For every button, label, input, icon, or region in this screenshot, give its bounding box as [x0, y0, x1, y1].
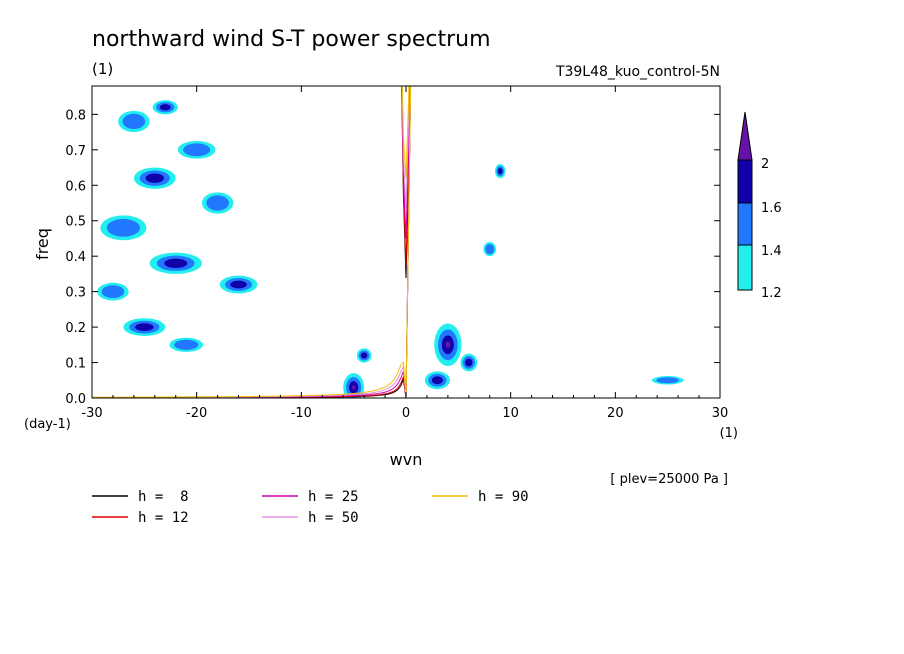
- legend: h = 8 h = 12 h = 25 h = 50 h = 90: [92, 489, 529, 526]
- shade-region-12-level-2: [360, 352, 368, 359]
- chart-title: northward wind S-T power spectrum: [92, 27, 491, 52]
- legend-label-h90: h = 90: [478, 489, 529, 505]
- subtitle-left: (1): [92, 60, 113, 78]
- colorbar-label-0: 1.2: [761, 286, 782, 301]
- legend-label-h8: h = 8: [138, 489, 189, 505]
- ig-curve-h12: [401, 86, 411, 266]
- shade-region-7-level-1: [174, 339, 199, 350]
- x-tick-label-6: 30: [712, 406, 729, 421]
- y-tick-label-8: 0.8: [65, 108, 86, 123]
- x-tick-label-0: -30: [81, 406, 102, 421]
- plev-note: [ plev=25000 Pa ]: [610, 472, 728, 487]
- shade-region-8-level-2: [230, 280, 247, 289]
- colorbar-top-triangle: [737, 111, 753, 161]
- colorbar: 1.2 1.4 1.6 2: [737, 111, 782, 301]
- shade-region-0-level-1: [106, 218, 140, 237]
- shade-region-6-level-2: [135, 323, 154, 331]
- shade-region-5-level-1: [101, 285, 125, 299]
- legend-label-h50: h = 50: [308, 510, 359, 526]
- x-tick-label-1: -20: [186, 406, 207, 421]
- y-tick-label-5: 0.5: [65, 215, 86, 230]
- shade-region-16-level-2: [497, 167, 503, 175]
- colorbar-segment-1: [737, 202, 753, 246]
- x-tick-label-5: 20: [607, 406, 624, 421]
- y-tick-label-2: 0.2: [65, 321, 86, 336]
- shade-region-17-level-1: [485, 243, 495, 255]
- x-unit-label: (1): [720, 426, 738, 441]
- y-tick-label-7: 0.7: [65, 144, 86, 159]
- ig-curve-h8: [401, 86, 411, 279]
- x-tick-label-2: -10: [291, 406, 312, 421]
- y-tick-label-4: 0.4: [65, 250, 86, 265]
- y-axis-label: freq: [33, 228, 52, 260]
- x-axis-label: wvn: [390, 450, 423, 469]
- shade-region-4-level-1: [206, 195, 229, 211]
- shade-region-3-level-1: [183, 143, 211, 157]
- rossby-curve-h90: [92, 360, 407, 398]
- colorbar-segment-2: [737, 159, 753, 204]
- x-tick-label-3: 0: [402, 406, 410, 421]
- ig-curve-h50: [401, 86, 410, 209]
- shade-region-14-level-2: [431, 376, 443, 385]
- y-unit-label: (day-1): [24, 417, 71, 432]
- legend-label-h12: h = 12: [138, 510, 189, 526]
- shade-region-11-level-3: [351, 385, 356, 390]
- colorbar-segment-0: [737, 244, 753, 291]
- shade-region-18-level-1: [656, 377, 679, 384]
- colorbar-label-3: 2: [761, 157, 769, 172]
- ig-curve-h25: [401, 86, 411, 239]
- y-tick-label-0: 0.0: [65, 392, 86, 407]
- shade-region-2-level-2: [164, 258, 188, 268]
- legend-label-h25: h = 25: [308, 489, 359, 505]
- shade-region-10-level-2: [159, 104, 171, 111]
- shade-region-1-level-2: [145, 173, 165, 183]
- shade-region-9-level-1: [122, 113, 146, 130]
- colorbar-label-1: 1.4: [761, 244, 782, 259]
- y-tick-label-1: 0.1: [65, 357, 86, 372]
- shade-region-15-level-2: [465, 358, 473, 367]
- y-tick-label-6: 0.6: [65, 179, 86, 194]
- colorbar-label-2: 1.6: [761, 201, 782, 216]
- subtitle-right: T39L48_kuo_control-5N: [555, 64, 720, 80]
- x-tick-label-4: 10: [502, 406, 519, 421]
- shade-region-13-level-3: [445, 341, 451, 349]
- ig-curve-h90: [401, 86, 410, 179]
- power-shading: [97, 100, 684, 398]
- y-tick-label-3: 0.3: [65, 286, 86, 301]
- axes: -30 -20 -10 0 10 20 30 0.0 0.1 0.2 0.3 0.4 0.5 0.6 0.7…: [65, 86, 728, 421]
